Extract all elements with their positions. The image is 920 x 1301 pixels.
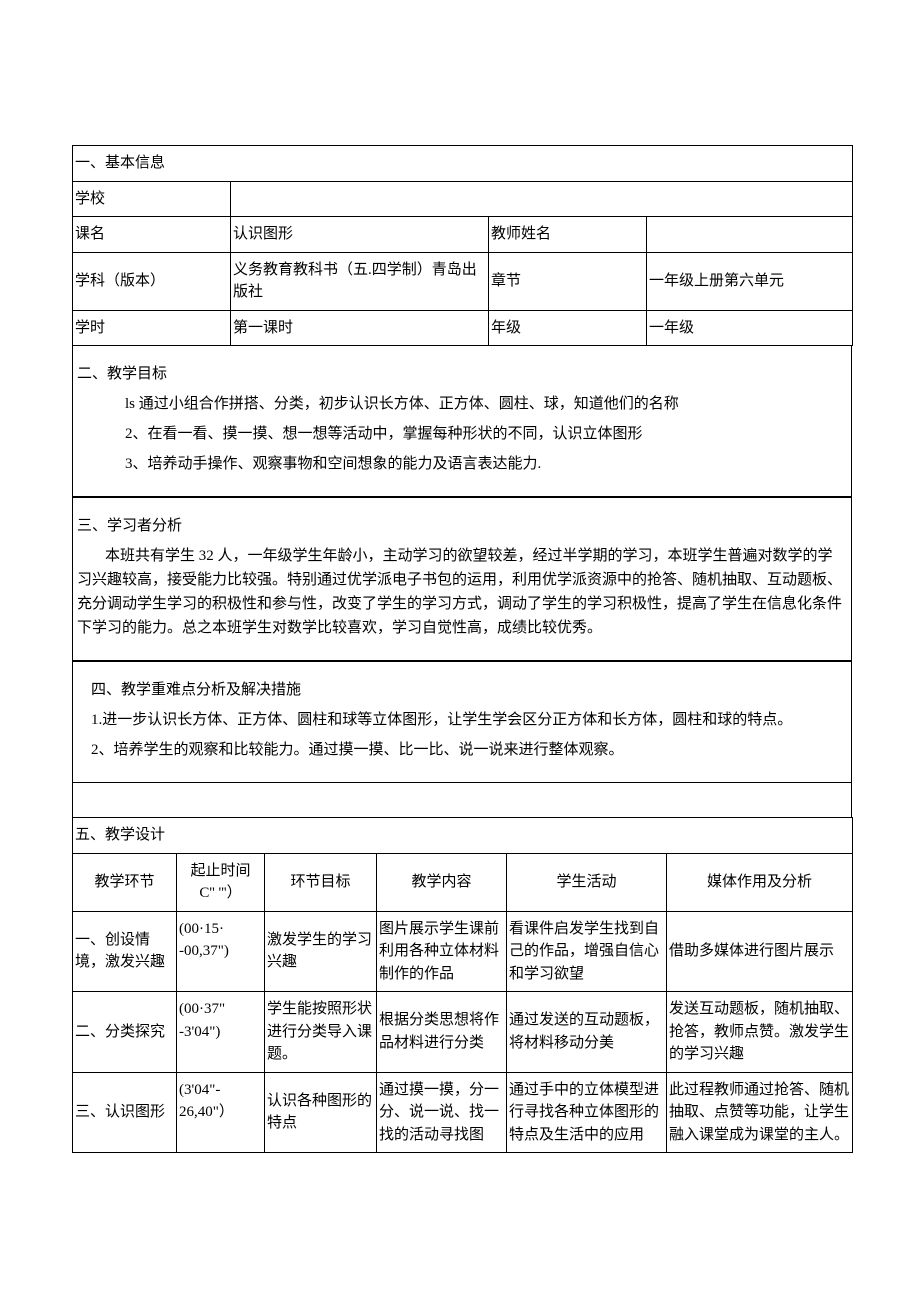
table-row: 学时 第一课时 年级 一年级 <box>73 310 853 346</box>
design-row: 三、认识图形 (3'04"- 26,40"） 认识各种图形的特点 通过摸一摸，分… <box>73 1072 853 1153</box>
design-table: 五、教学设计 教学环节 起止时间 C'' '''） 环节目标 教学内容 学生活动… <box>72 817 853 1153</box>
design-content: 通过摸一摸，分一分、说一说、找一找的活动寻找图 <box>377 1072 507 1153</box>
design-content: 根据分类思想将作品材料进行分类 <box>377 992 507 1073</box>
design-goal: 学生能按照形状进行分类导入课题。 <box>265 992 377 1073</box>
difficulty-item: 2、培养学生的观察和比较能力。通过摸一摸、比一比、说一说来进行整体观察。 <box>77 738 843 762</box>
info-label: 课名 <box>73 217 231 253</box>
design-media: 借助多媒体进行图片展示 <box>667 911 853 992</box>
objective-item: 2、在看一看、摸一摸、想一想等活动中，掌握每种形状的不同，认识立体图形 <box>77 422 843 446</box>
design-step: 三、认识图形 <box>73 1072 177 1153</box>
table-row: 学科（版本） 义务教育教科书（五.四学制）青岛出版社 章节 一年级上册第六单元 <box>73 252 853 310</box>
design-time: (3'04"- 26,40"） <box>177 1072 265 1153</box>
objective-item: ls 通过小组合作拼搭、分类，初步认识长方体、正方体、圆柱、球，知道他们的名称 <box>77 392 843 416</box>
section-title-basic: 一、基本信息 <box>73 146 853 182</box>
info-label: 章节 <box>489 252 647 310</box>
design-col-header: 环节目标 <box>265 853 377 911</box>
design-activity: 通过手中的立体模型进行寻找各种立体图形的特点及生活中的应用 <box>507 1072 667 1153</box>
info-value: 义务教育教科书（五.四学制）青岛出版社 <box>231 252 489 310</box>
info-label: 年级 <box>489 310 647 346</box>
design-row: 二、分类探究 (00·37" -3'04") 学生能按照形状进行分类导入课题。 … <box>73 992 853 1073</box>
design-col-header: 学生活动 <box>507 853 667 911</box>
info-label: 学时 <box>73 310 231 346</box>
difficulty-section: 四、教学重难点分析及解决措施 1.进一步认识长方体、正方体、圆柱和球等立体图形，… <box>72 661 852 783</box>
section-title-learner: 三、学习者分析 <box>77 514 843 538</box>
design-goal: 认识各种图形的特点 <box>265 1072 377 1153</box>
document-page: 一、基本信息 学校 课名 认识图形 教师姓名 学科（版本） 义务教育教科书（五.… <box>0 0 920 1301</box>
objectives-section: 二、教学目标 ls 通过小组合作拼搭、分类，初步认识长方体、正方体、圆柱、球，知… <box>72 346 852 497</box>
design-step: 一、创设情境，激发兴趣 <box>73 911 177 992</box>
info-value: 第一课时 <box>231 310 489 346</box>
info-value: 一年级上册第六单元 <box>647 252 853 310</box>
info-value <box>647 217 853 253</box>
section-title-objectives: 二、教学目标 <box>77 362 843 386</box>
design-media: 发送互动题板，随机抽取、抢答，教师点赞。激发学生的学习兴趣 <box>667 992 853 1073</box>
difficulty-item: 1.进一步认识长方体、正方体、圆柱和球等立体图形，让学生学会区分正方体和长方体，… <box>77 708 843 732</box>
gap-table <box>72 783 852 817</box>
design-col-header: 教学内容 <box>377 853 507 911</box>
info-table: 一、基本信息 学校 课名 认识图形 教师姓名 学科（版本） 义务教育教科书（五.… <box>72 145 853 346</box>
section-title-design: 五、教学设计 <box>73 818 853 854</box>
design-media: 此过程教师通过抢答、随机抽取、点赞等功能，让学生融入课堂成为课堂的主人。 <box>667 1072 853 1153</box>
design-row: 一、创设情境，激发兴趣 (00·15· -00,37") 激发学生的学习兴趣 图… <box>73 911 853 992</box>
design-header-row: 教学环节 起止时间 C'' '''） 环节目标 教学内容 学生活动 媒体作用及分… <box>73 853 853 911</box>
design-time: (00·37" -3'04") <box>177 992 265 1073</box>
table-row: 学校 <box>73 181 853 217</box>
design-col-header: 教学环节 <box>73 853 177 911</box>
learner-body: 本班共有学生 32 人，一年级学生年龄小，主动学习的欲望较差，经过半学期的学习，… <box>77 544 843 640</box>
info-value: 认识图形 <box>231 217 489 253</box>
info-label: 学科（版本） <box>73 252 231 310</box>
design-col-header: 起止时间 C'' '''） <box>177 853 265 911</box>
design-col-header: 媒体作用及分析 <box>667 853 853 911</box>
table-row: 课名 认识图形 教师姓名 <box>73 217 853 253</box>
section-title-difficulty: 四、教学重难点分析及解决措施 <box>77 678 843 702</box>
info-label: 学校 <box>73 181 231 217</box>
design-goal: 激发学生的学习兴趣 <box>265 911 377 992</box>
info-value <box>231 181 853 217</box>
gap-cell <box>73 783 852 817</box>
design-step: 二、分类探究 <box>73 992 177 1073</box>
design-time: (00·15· -00,37") <box>177 911 265 992</box>
design-activity: 看课件启发学生找到自己的作品，增强自信心和学习欲望 <box>507 911 667 992</box>
design-content: 图片展示学生课前利用各种立体材料制作的作品 <box>377 911 507 992</box>
design-activity: 通过发送的互动题板，将材料移动分美 <box>507 992 667 1073</box>
info-value: 一年级 <box>647 310 853 346</box>
objective-item: 3、培养动手操作、观察事物和空间想象的能力及语言表达能力. <box>77 452 843 476</box>
learner-section: 三、学习者分析 本班共有学生 32 人，一年级学生年龄小，主动学习的欲望较差，经… <box>72 497 852 661</box>
info-label: 教师姓名 <box>489 217 647 253</box>
